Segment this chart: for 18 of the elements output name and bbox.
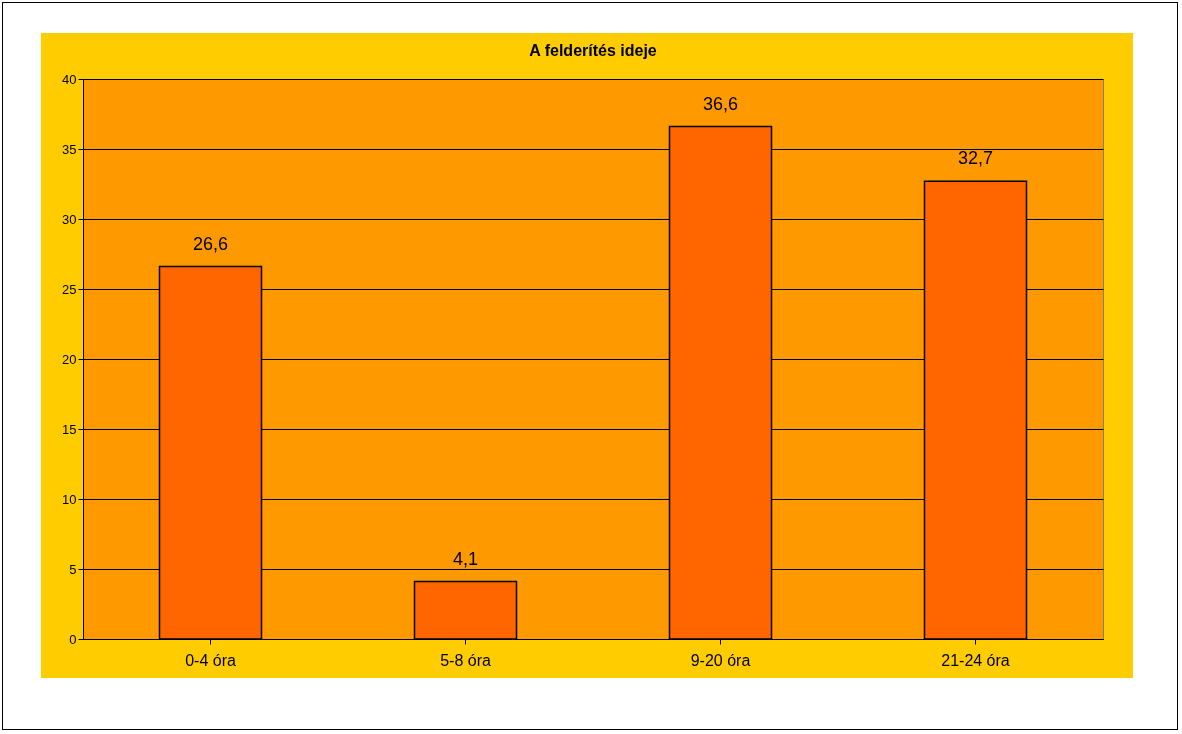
y-tick-label: 15 [62,421,77,437]
y-tick-label: 30 [62,211,77,227]
y-tick-label: 20 [62,351,77,367]
y-tick-label: 10 [62,491,77,507]
y-tick-label: 0 [69,631,77,647]
data-label: 26,6 [192,233,229,254]
y-tick-label: 5 [69,561,77,577]
data-label: 4,1 [452,548,479,569]
y-tick-label: 35 [62,141,77,157]
x-tick-label: 5-8 óra [440,651,491,669]
data-label: 32,7 [957,148,994,169]
y-tick-label: 40 [62,71,77,87]
y-tick-label: 25 [62,281,77,297]
x-tick-label: 9-20 óra [690,651,751,669]
x-tick-label: 21-24 óra [941,651,1010,669]
data-label: 36,6 [702,93,739,114]
x-tick-label: 0-4 óra [185,651,236,669]
chart-title: A felderítés ideje [529,42,657,59]
